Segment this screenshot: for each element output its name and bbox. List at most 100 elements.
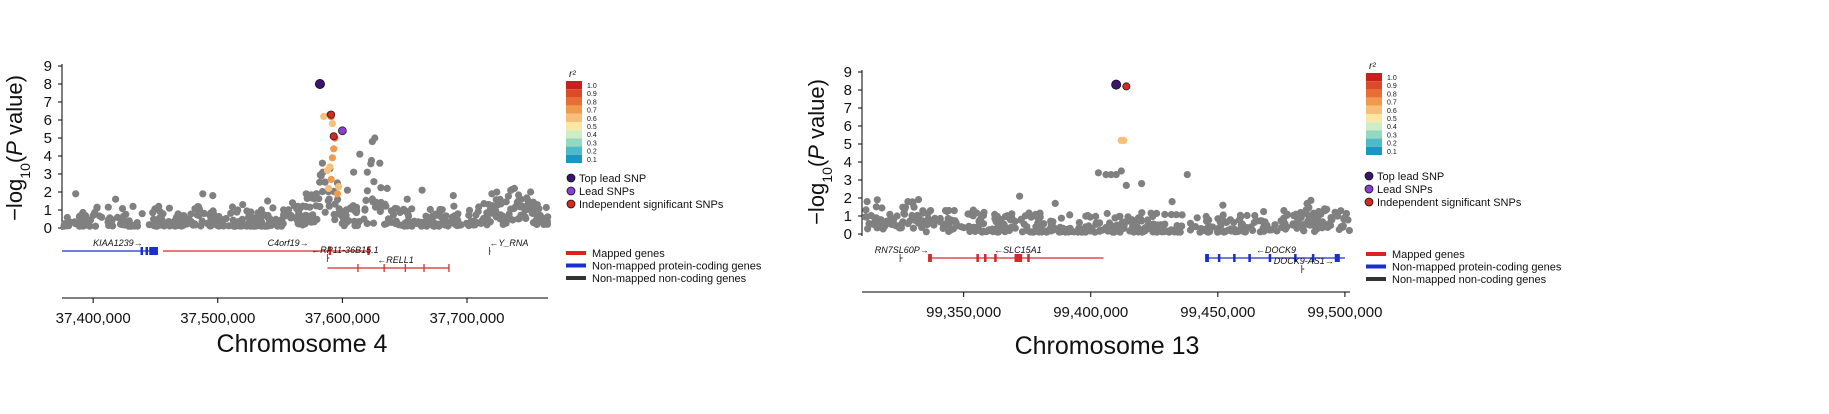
background-snp-point	[187, 218, 195, 226]
background-snp-point	[1259, 224, 1267, 232]
background-snp-point	[317, 172, 325, 180]
background-snp-point	[285, 206, 293, 214]
background-snp-point	[534, 213, 542, 222]
background-snp-point	[1082, 212, 1090, 220]
gene-label: DOCK9-AS1→	[1274, 256, 1334, 266]
background-snp-point	[898, 220, 906, 228]
background-snp-point	[1034, 219, 1042, 227]
background-snp-point	[408, 205, 416, 213]
background-snp-point	[1273, 227, 1281, 235]
r2-legend-swatch	[566, 105, 582, 114]
background-snp-point	[515, 215, 523, 223]
background-snp-point	[1304, 217, 1312, 225]
r2-legend-swatch	[566, 113, 582, 122]
background-snp-point	[510, 184, 518, 192]
gene-legend-label: Non-mapped non-coding genes	[1392, 274, 1547, 286]
background-snp-point	[1167, 211, 1175, 219]
background-snp-point	[251, 222, 259, 230]
background-snp-point	[331, 216, 339, 224]
background-snp-point	[1219, 211, 1227, 219]
background-snp-point	[338, 219, 346, 227]
background-snp-point	[98, 213, 106, 221]
background-snp-point	[496, 215, 504, 223]
r2-legend-label: 0.5	[587, 124, 597, 131]
gene-exon-mark	[976, 254, 979, 262]
background-snp-point	[418, 186, 426, 194]
background-snp-point	[280, 206, 288, 214]
background-snp-point	[83, 219, 91, 227]
background-snp-point	[159, 210, 167, 218]
background-snp-point	[1339, 222, 1347, 230]
ld-colored-snp-point	[328, 120, 337, 128]
gene-exon-mark	[448, 264, 450, 272]
gene-legend-label: Mapped genes	[1392, 249, 1465, 261]
background-snp-point	[515, 196, 523, 205]
background-snp-point	[1321, 205, 1329, 213]
background-snp-point	[872, 203, 880, 211]
background-snp-point	[206, 211, 214, 219]
ld-colored-snp-point	[325, 184, 333, 192]
background-snp-point	[209, 192, 217, 200]
ld-colored-snp-point	[323, 166, 332, 174]
gene-legend-label: Non-mapped protein-coding genes	[1392, 262, 1562, 274]
background-snp-point	[1186, 219, 1195, 227]
background-snp-point	[1196, 228, 1204, 236]
background-snp-point	[483, 215, 491, 223]
background-snp-point	[1061, 226, 1069, 234]
r2-legend-swatch	[566, 146, 582, 155]
background-snp-point	[1249, 226, 1257, 234]
lead-snp-point	[337, 126, 347, 136]
background-snp-point	[1049, 223, 1058, 231]
background-snp-point	[150, 215, 158, 223]
background-snp-point	[318, 159, 326, 167]
snp-legend-label: Top lead SNP	[579, 173, 646, 185]
background-snp-point	[321, 178, 329, 186]
background-snp-point	[976, 220, 985, 228]
background-snp-point	[1107, 171, 1115, 179]
background-snp-point	[1040, 220, 1048, 228]
gene-exon-mark	[1233, 254, 1236, 262]
top-lead-snp-point	[314, 79, 325, 90]
background-snp-point	[1314, 214, 1322, 222]
snp-legend-marker	[1364, 184, 1374, 194]
snp-legend-label: Independent significant SNPs	[579, 199, 724, 211]
background-snp-point	[93, 204, 101, 212]
background-snp-point	[863, 213, 871, 221]
r2-legend-swatch	[566, 122, 582, 131]
r2-legend-label: 0.6	[587, 116, 597, 123]
snp-legend-label: Independent significant SNPs	[1377, 197, 1522, 209]
r2-legend-label: 0.7	[587, 108, 597, 115]
background-snp-point	[296, 215, 304, 223]
background-snp-point	[1271, 221, 1279, 229]
background-snp-point	[913, 211, 922, 219]
gene-exon-mark	[145, 247, 148, 255]
background-snp-point	[1307, 196, 1315, 204]
background-snp-point	[1122, 181, 1130, 189]
background-snp-point	[257, 214, 265, 222]
background-snp-point	[1345, 226, 1353, 235]
background-snp-point	[950, 207, 958, 215]
background-snp-point	[220, 222, 228, 230]
background-snp-point	[980, 208, 988, 216]
background-snp-point	[361, 206, 369, 214]
y-axis-label: −log10(P value)	[804, 79, 835, 225]
background-snp-point	[1033, 213, 1041, 221]
background-snp-point	[387, 207, 395, 215]
background-snp-point	[1133, 218, 1141, 226]
background-snp-point	[1109, 228, 1117, 236]
gene-label: ←RP11-36B15.1	[311, 245, 378, 255]
gene-legend-swatch	[566, 276, 586, 280]
background-snp-point	[363, 168, 371, 176]
background-snp-point	[104, 203, 112, 211]
background-snp-point	[1183, 171, 1191, 179]
background-snp-point	[222, 214, 230, 223]
ld-colored-snp-point	[320, 112, 328, 120]
y-tick-label: 5	[44, 130, 52, 147]
background-snp-point	[199, 190, 207, 198]
background-snp-point	[878, 204, 886, 212]
background-snp-point	[264, 222, 272, 230]
background-snp-point	[1148, 224, 1156, 232]
background-snp-point	[483, 221, 491, 229]
background-snp-point	[1161, 210, 1169, 218]
background-snp-point	[1243, 211, 1251, 220]
